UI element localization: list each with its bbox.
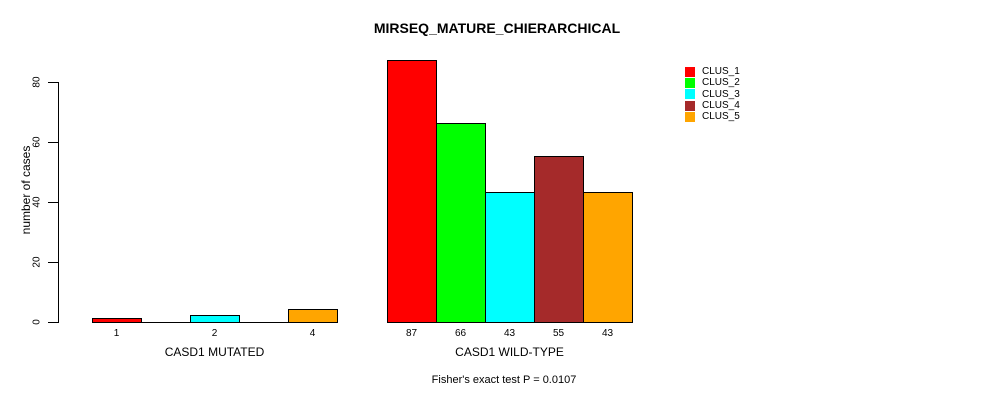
bar-clus_3-mutated <box>190 315 240 323</box>
legend-item-clus_3: CLUS_3 <box>685 89 740 100</box>
legend-swatch-icon <box>685 66 695 77</box>
y-tick-label: 20 <box>31 256 43 268</box>
bar-clus_2-wildtype <box>436 123 486 323</box>
chart-title: MIRSEQ_MATURE_CHIERARCHICAL <box>373 20 621 36</box>
legend: CLUS_1 CLUS_2 CLUS_3 CLUS_4 CLUS_5 <box>685 66 740 122</box>
y-tick-label: 80 <box>31 76 43 88</box>
y-tick-label: 60 <box>31 136 43 148</box>
legend-item-clus_4: CLUS_4 <box>685 100 740 111</box>
bar-clus_5-mutated <box>288 309 338 323</box>
annotation-text: Fisher's exact test P = 0.0107 <box>431 374 577 386</box>
y-tick-label: 0 <box>31 319 43 325</box>
bar-value-label: 43 <box>601 328 614 339</box>
y-tick-label: 40 <box>31 196 43 208</box>
y-tick <box>48 142 58 143</box>
legend-item-clus_2: CLUS_2 <box>685 77 740 88</box>
y-tick <box>48 202 58 203</box>
legend-swatch-icon <box>685 77 695 88</box>
legend-label: CLUS_2 <box>702 77 740 89</box>
bar-value-label: 1 <box>113 328 120 339</box>
legend-label: CLUS_5 <box>702 111 740 123</box>
legend-swatch-icon <box>685 100 695 111</box>
legend-swatch-icon <box>685 111 695 122</box>
x-category-label: CASD1 WILD-TYPE <box>455 345 564 359</box>
bar-value-label: 87 <box>405 328 418 339</box>
bar-value-label: 43 <box>503 328 516 339</box>
bar-value-label: 2 <box>211 328 218 339</box>
legend-label: CLUS_4 <box>702 100 740 112</box>
bar-clus_3-wildtype <box>485 192 535 323</box>
bar-clus_1-wildtype <box>387 60 437 323</box>
legend-item-clus_1: CLUS_1 <box>685 66 740 77</box>
bar-clus_5-wildtype <box>583 192 633 323</box>
bar-value-label: 66 <box>454 328 467 339</box>
bar-clus_4-wildtype <box>534 156 584 323</box>
legend-item-clus_5: CLUS_5 <box>685 111 740 122</box>
legend-swatch-icon <box>685 89 695 100</box>
y-tick <box>48 82 58 83</box>
legend-label: CLUS_3 <box>702 88 740 100</box>
bar-clus_1-mutated <box>92 318 142 323</box>
x-category-label: CASD1 MUTATED <box>164 345 265 359</box>
y-axis-line <box>58 82 59 323</box>
bar-value-label: 4 <box>309 328 316 339</box>
y-axis-label: number of cases <box>19 145 33 235</box>
y-tick <box>48 322 58 323</box>
bar-value-label: 55 <box>552 328 565 339</box>
y-tick <box>48 262 58 263</box>
legend-label: CLUS_1 <box>702 66 740 78</box>
